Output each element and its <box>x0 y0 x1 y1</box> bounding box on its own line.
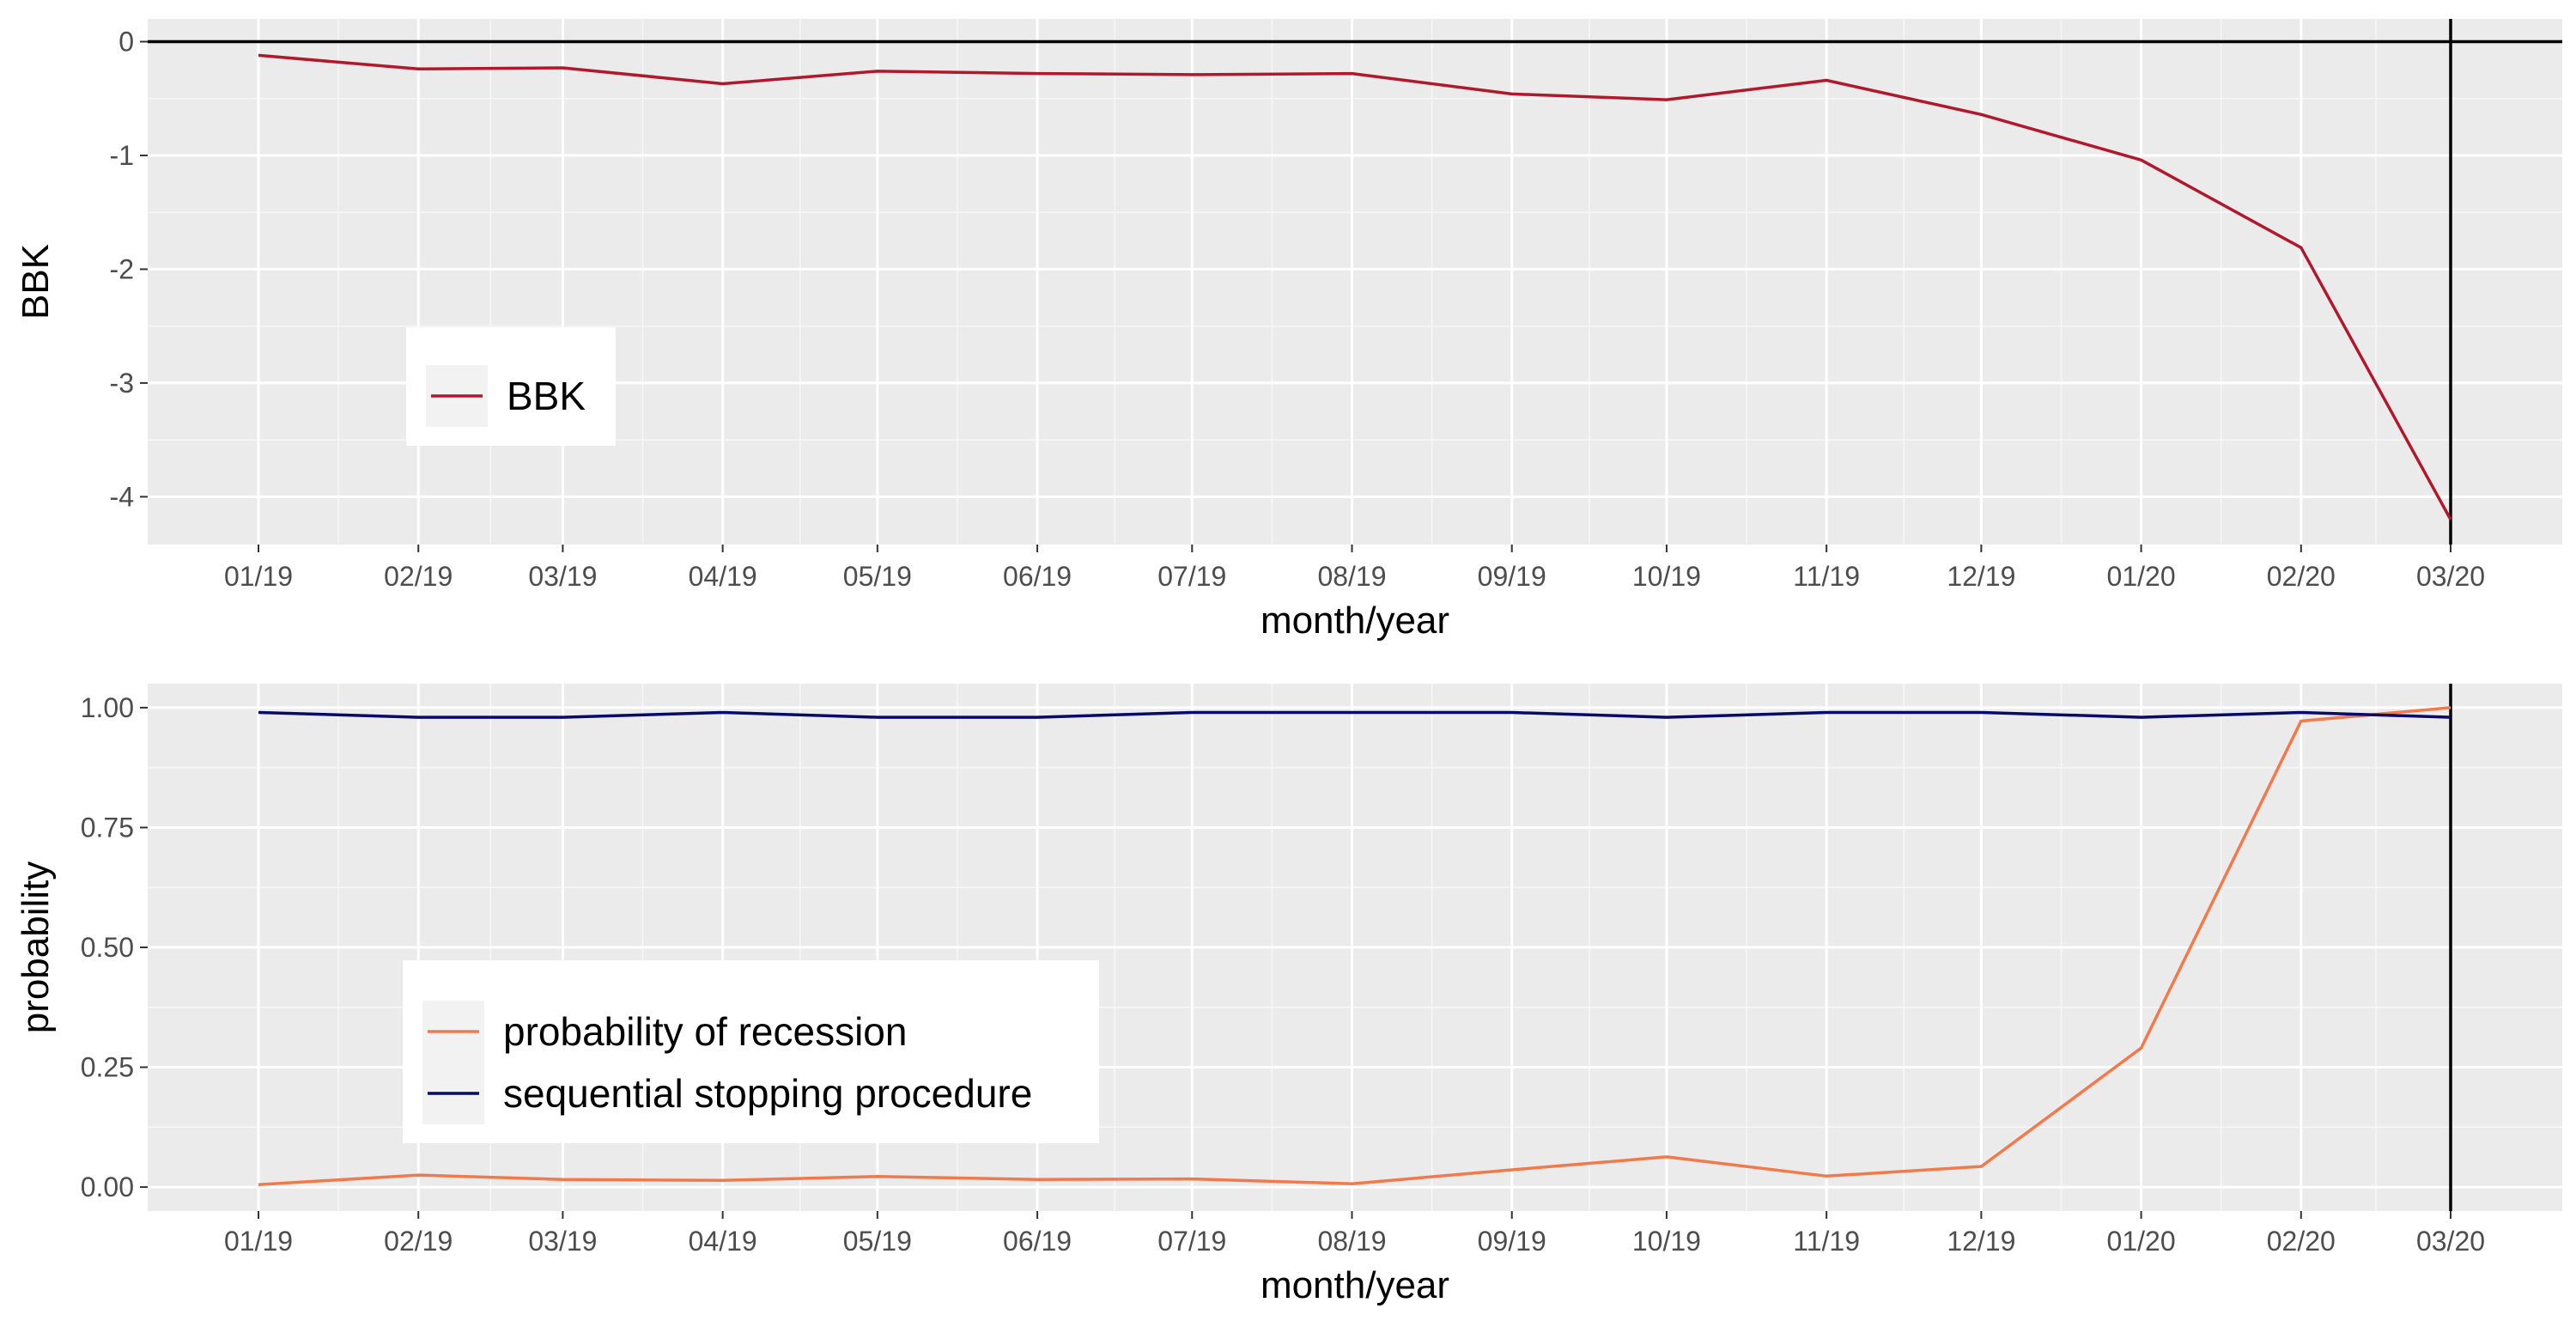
legend: BBK <box>406 327 616 446</box>
y-axis-ticks: 0 -1 -2 -3 -4 <box>110 26 148 512</box>
y-tick-label: -4 <box>110 481 134 512</box>
reference-lines <box>148 19 2562 545</box>
series-layer <box>258 53 2452 520</box>
y-axis-title: probability <box>15 861 57 1034</box>
x-tick-label: 03/19 <box>528 1226 597 1257</box>
x-axis-ticks: 01/19 02/19 03/19 04/19 05/19 06/19 07/19 08/19… <box>224 545 2485 592</box>
x-axis-title: month/year <box>1261 1264 1449 1306</box>
y-tick-label: 0.75 <box>81 812 134 843</box>
legend: probability of recession sequential stop… <box>403 960 1099 1143</box>
y-tick-label: -2 <box>110 253 134 284</box>
legend-label-stopping: sequential stopping procedure <box>503 1071 1032 1116</box>
x-tick-label: 03/20 <box>2416 561 2485 592</box>
x-tick-label: 08/19 <box>1317 1226 1386 1257</box>
x-tick-label: 10/19 <box>1632 1226 1701 1257</box>
legend-box <box>403 960 1099 1143</box>
x-tick-label: 05/19 <box>843 1226 912 1257</box>
series-line-probability-of-recession <box>258 706 2451 1187</box>
x-tick-label: 01/20 <box>2107 1226 2176 1257</box>
x-tick-label: 01/20 <box>2107 561 2176 592</box>
x-tick-label: 07/19 <box>1157 1226 1226 1257</box>
y-tick-label: 0 <box>118 26 134 57</box>
legend-label-recession: probability of recession <box>503 1009 907 1054</box>
panel-background <box>148 19 2562 545</box>
series-line-sequential-stopping-procedure <box>258 710 2451 719</box>
x-tick-label: 10/19 <box>1632 561 1701 592</box>
x-tick-label: 02/20 <box>2267 1226 2336 1257</box>
x-tick-label: 05/19 <box>843 561 912 592</box>
x-tick-label: 01/19 <box>224 1226 293 1257</box>
series-line-bbk <box>258 53 2452 520</box>
x-tick-label: 02/20 <box>2267 561 2336 592</box>
x-tick-label: 06/19 <box>1003 1226 1072 1257</box>
series-layer <box>258 706 2451 1187</box>
x-tick-label: 09/19 <box>1478 1226 1546 1257</box>
x-tick-label: 04/19 <box>689 1226 757 1257</box>
y-tick-label: 0.50 <box>81 932 134 963</box>
x-tick-label: 08/19 <box>1317 561 1386 592</box>
y-tick-label: 0.00 <box>81 1172 134 1202</box>
probability-panel: 0.00 0.25 0.50 0.75 1.00 01/19 02/19 03/19 04/1… <box>15 684 2562 1306</box>
x-tick-label: 03/20 <box>2416 1226 2485 1257</box>
y-tick-label: 1.00 <box>81 692 134 723</box>
x-tick-label: 04/19 <box>689 561 757 592</box>
x-axis-title: month/year <box>1261 600 1449 642</box>
x-tick-label: 12/19 <box>1947 561 2015 592</box>
y-axis-ticks: 0.00 0.25 0.50 0.75 1.00 <box>81 692 148 1202</box>
x-tick-label: 06/19 <box>1003 561 1072 592</box>
minor-grid <box>148 19 2562 545</box>
bbk-panel: 0 -1 -2 -3 -4 01/19 02/19 03/19 04/19 05/19 06/19… <box>15 19 2562 642</box>
y-tick-label: -1 <box>110 140 134 171</box>
y-axis-title: BBK <box>15 244 57 320</box>
x-tick-label: 11/19 <box>1793 1226 1860 1257</box>
major-grid <box>148 684 2562 1211</box>
x-tick-label: 12/19 <box>1947 1226 2015 1257</box>
x-tick-label: 01/19 <box>224 561 293 592</box>
y-tick-label: 0.25 <box>81 1052 134 1083</box>
y-tick-label: -3 <box>110 368 134 399</box>
x-tick-label: 11/19 <box>1793 561 1860 592</box>
x-tick-label: 02/19 <box>384 1226 453 1257</box>
x-tick-label: 09/19 <box>1478 561 1546 592</box>
x-tick-label: 03/19 <box>528 561 597 592</box>
x-tick-label: 02/19 <box>384 561 453 592</box>
legend-label-bbk: BBK <box>507 374 586 418</box>
x-axis-ticks: 01/19 02/19 03/19 04/19 05/19 06/19 07/19 08/19… <box>224 1211 2485 1257</box>
x-tick-label: 07/19 <box>1157 561 1226 592</box>
